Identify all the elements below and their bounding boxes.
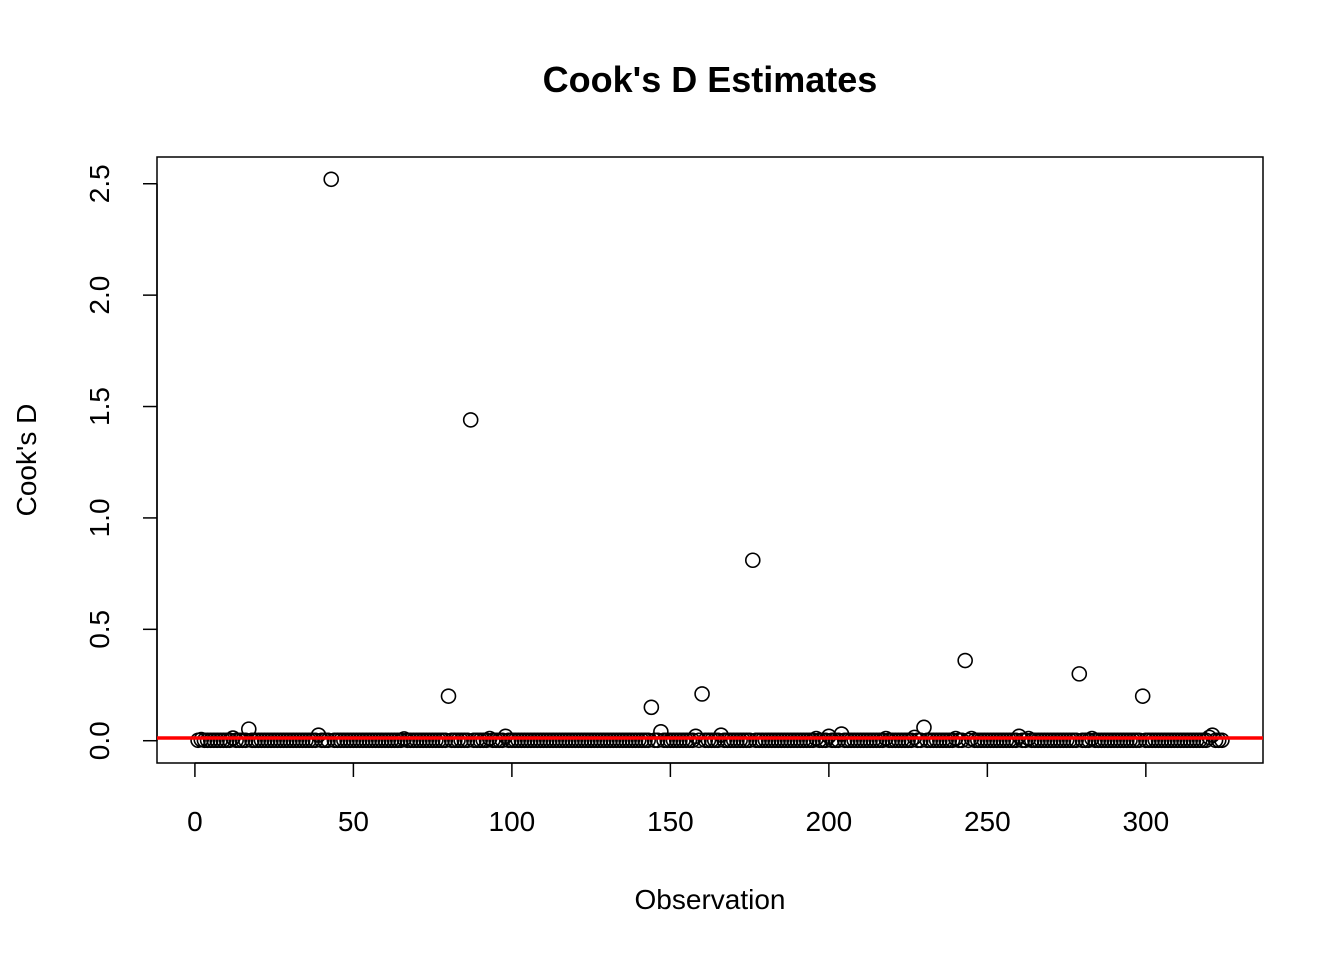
chart-title: Cook's D Estimates: [543, 59, 878, 100]
data-point: [694, 686, 710, 702]
data-point: [1008, 732, 1024, 749]
data-point: [1068, 732, 1084, 749]
data-point: [320, 732, 336, 749]
data-point: [1214, 732, 1230, 749]
y-tick-label: 1.0: [84, 498, 115, 537]
y-axis-label: Cook's D: [11, 404, 42, 517]
x-tick-label: 300: [1122, 806, 1169, 837]
data-point: [1017, 732, 1034, 749]
data-point: [916, 719, 932, 736]
data-point: [459, 732, 476, 749]
y-tick-label: 1.5: [84, 387, 115, 426]
data-point: [741, 732, 758, 749]
data-point: [1134, 688, 1151, 704]
data-point: [817, 732, 834, 749]
data-point: [640, 732, 656, 749]
data-point: [237, 732, 254, 749]
data-point: [440, 688, 457, 704]
data-point: [691, 732, 707, 749]
x-tick-label: 100: [489, 806, 536, 837]
x-tick-label: 50: [338, 806, 369, 837]
plot-frame: [156, 156, 1264, 764]
data-point: [1131, 732, 1148, 749]
data-point: [437, 732, 454, 749]
data-point: [805, 732, 821, 749]
data-point: [960, 732, 977, 749]
x-tick-label: 0: [187, 806, 203, 837]
x-tick-label: 200: [806, 806, 853, 837]
y-tick-label: 0.5: [84, 610, 115, 649]
data-point: [1071, 666, 1088, 682]
data-point: [684, 732, 701, 749]
data-point: [221, 732, 238, 749]
data-point: [957, 652, 973, 669]
data-point: [478, 732, 495, 749]
data-point: [643, 699, 660, 716]
x-tick-label: 150: [647, 806, 694, 837]
data-point: [462, 412, 479, 428]
x-tick-label: 250: [964, 806, 1011, 837]
x-axis-label: Observation: [635, 884, 786, 915]
data-point: [954, 732, 970, 749]
x-axis: 0 50 100 150 200 250 300: [187, 762, 1169, 837]
data-point: [323, 171, 340, 188]
data-point: [1080, 732, 1097, 749]
data-point: [744, 552, 761, 569]
y-tick-label: 0.0: [84, 721, 115, 760]
data-point: [874, 732, 891, 749]
y-axis: 0.0 0.5 1.0 1.5 2.0 2.5: [84, 164, 158, 760]
data-point: [903, 732, 920, 749]
y-tick-label: 2.5: [84, 164, 115, 203]
data-point: [944, 732, 961, 749]
data-point: [649, 732, 666, 749]
plot-box: [156, 156, 1264, 764]
y-tick-label: 2.0: [84, 276, 115, 315]
data-points: [190, 171, 1230, 749]
data-point: [494, 732, 511, 749]
